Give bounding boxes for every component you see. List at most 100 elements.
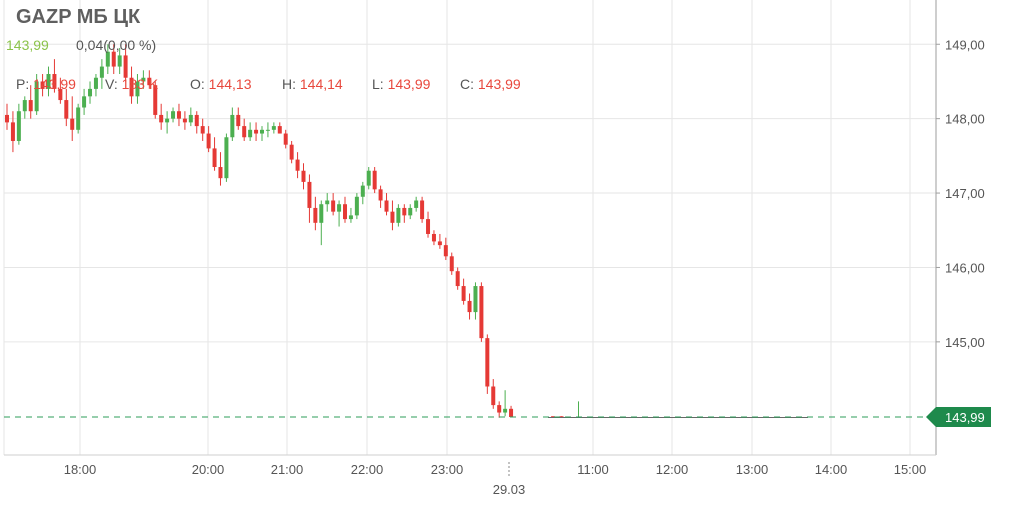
candle-up	[16, 111, 21, 141]
candle-up	[99, 66, 104, 78]
candle-up	[259, 129, 264, 134]
grid	[3, 0, 937, 456]
candle-down	[426, 219, 431, 234]
y-axis: 145,00 146,00 147,00 148,00 149,00	[936, 37, 985, 350]
ohlc-c: C: 143,99	[460, 76, 521, 92]
candle-down	[218, 167, 223, 179]
candle-down	[28, 100, 33, 112]
candle-up	[503, 408, 508, 413]
candle-down	[551, 416, 555, 418]
candle-up	[360, 185, 365, 197]
y-tick-label: 147,00	[945, 186, 985, 201]
candle-up	[408, 207, 413, 216]
candle-down	[182, 118, 187, 123]
x-tick-label: 14:00	[815, 462, 848, 477]
candle-up	[188, 114, 193, 123]
candle-down	[378, 189, 383, 201]
ticker-title: GAZP МБ ЦК	[16, 6, 141, 28]
candle-down	[402, 207, 407, 216]
ohlc-v: V: 183 K	[105, 76, 159, 92]
x-tick-label: 18:00	[64, 462, 97, 477]
price-tag-shape	[926, 407, 991, 427]
y-tick-label: 148,00	[945, 112, 985, 127]
x-tick-label: 11:00	[577, 462, 609, 477]
candle-down	[437, 241, 442, 246]
x-tick-label: 23:00	[431, 462, 464, 477]
candle-down	[236, 114, 241, 127]
candle-down	[390, 211, 395, 223]
candle-up	[171, 111, 176, 119]
candle-up	[22, 100, 27, 112]
candle-down	[455, 271, 460, 287]
candle-down	[70, 118, 75, 130]
candle-down	[509, 408, 514, 417]
candle-down	[343, 204, 348, 220]
candle-up	[248, 129, 253, 138]
candle-down	[159, 114, 164, 123]
candle-down	[242, 126, 247, 138]
x-tick-label: 13:00	[736, 462, 769, 477]
x-tick-label: 12:00	[656, 462, 689, 477]
candle-up	[337, 204, 342, 212]
candle-down	[372, 170, 377, 190]
candle-down	[283, 133, 288, 145]
price-tag-label: 143,99	[945, 410, 985, 425]
candle-up	[76, 107, 81, 130]
y-tick-label: 146,00	[945, 260, 985, 275]
price-change: 0,04(0,00 %)	[76, 37, 157, 53]
candle-down	[491, 386, 496, 406]
candle-up	[93, 77, 98, 89]
candle-down	[194, 114, 199, 127]
candle-up	[271, 126, 276, 130]
candle-down	[64, 100, 69, 119]
candle-down	[58, 88, 63, 101]
candle-down	[431, 233, 436, 242]
candle-up	[473, 286, 478, 313]
candle-up	[34, 81, 39, 112]
candle-up	[165, 118, 170, 123]
candle-up	[88, 88, 93, 97]
ohlc-o: O: 144,13	[190, 76, 252, 92]
candle-up	[414, 200, 419, 208]
candle-up	[82, 96, 87, 108]
ohlc-h: H: 144,14	[282, 76, 343, 92]
candle-down	[206, 133, 211, 149]
candle-down	[443, 245, 448, 257]
candle-down	[301, 170, 306, 182]
candle-down	[254, 129, 259, 134]
day-separator-label: 29.03	[493, 482, 526, 497]
candle-down	[497, 405, 502, 413]
candle-down	[129, 77, 134, 97]
x-tick-label: 15:00	[894, 462, 927, 477]
candle-up	[117, 55, 122, 67]
candle-down	[123, 55, 128, 78]
candle-up	[105, 51, 110, 67]
candle-down	[559, 416, 564, 418]
candle-down	[420, 200, 425, 220]
candle-up	[265, 129, 270, 131]
candle-up	[354, 196, 359, 216]
candle-down	[10, 122, 15, 141]
candle-down	[295, 159, 300, 171]
candle-down	[479, 286, 484, 339]
candle-down	[485, 338, 490, 387]
candle-down	[52, 74, 57, 89]
candle-up	[348, 215, 353, 220]
candle-down	[331, 200, 336, 212]
candle-down	[449, 256, 454, 272]
candles	[5, 44, 808, 418]
candle-up	[46, 74, 51, 89]
candle-down	[277, 126, 282, 134]
x-tick-label: 22:00	[351, 462, 384, 477]
candle-down	[40, 81, 45, 89]
candle-down	[467, 300, 472, 313]
last-price-line: 143,99	[4, 407, 991, 427]
candle-down	[176, 111, 181, 119]
candle-up	[224, 137, 229, 179]
candle-down	[111, 51, 116, 67]
x-axis: 18:00 20:00 21:00 22:00 23:00 11:00 12:00 13:00…	[64, 462, 927, 497]
last-price: 143,99	[6, 37, 49, 53]
x-tick-label: 20:00	[192, 462, 225, 477]
candle-up	[319, 204, 324, 223]
